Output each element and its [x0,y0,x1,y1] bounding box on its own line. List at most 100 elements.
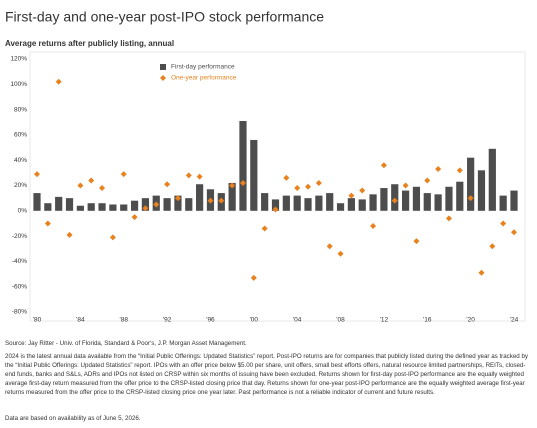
y-tick-label: 40% [14,157,27,164]
diamond [88,177,95,184]
y-tick-label: 20% [14,182,27,189]
bar [163,198,171,211]
legend-label: First-day performance [171,64,235,71]
diamond [153,201,160,208]
bar [250,139,258,211]
bar [130,200,139,211]
legend-label: One-year performance [171,75,237,82]
bar [196,184,204,211]
bar [326,193,334,211]
bar [174,195,182,211]
diamond [326,243,333,250]
bar [141,198,150,211]
x-tick-label: '12 [380,317,389,324]
bar [271,199,280,211]
diamond [272,206,279,213]
plot-frame [29,51,526,322]
bar [55,196,63,211]
diamond [315,179,322,186]
bar [499,195,507,211]
bar [293,195,301,211]
data-note: Data are based on availability as of Jun… [5,415,141,422]
x-tick-label: '92 [163,317,172,324]
x-tick-label: '20 [466,317,475,324]
y-tick-label: 120% [10,56,27,63]
diamond [348,192,355,199]
bar [445,186,453,211]
diamond [370,222,377,229]
x-tick-label: '04 [293,317,302,324]
bar [98,203,106,211]
diamond [55,78,62,85]
bar [65,198,74,211]
bar [76,205,84,211]
bar [109,204,117,211]
diamond [229,182,236,189]
y-tick-label: 100% [10,81,27,88]
diamond [239,179,246,186]
diamond [413,238,420,245]
diamond [294,185,301,192]
diamond [66,231,73,238]
bar [120,204,128,211]
x-tick-label: '88 [119,317,128,324]
bar [477,170,486,211]
diamond [435,166,442,173]
diamond [445,215,452,222]
diamond [380,162,387,169]
y-tick-label: 0% [18,208,28,215]
diamond [34,171,40,178]
diamond [185,172,192,179]
x-tick-label: '08 [336,317,345,324]
x-tick-label: '00 [250,317,259,324]
diamond [478,269,485,276]
diamond [359,187,366,194]
bar [239,120,247,211]
bar [347,198,355,211]
chart: First-day and one-year post-IPO stock pe… [5,9,526,324]
bar [488,148,496,211]
bar [380,188,388,211]
diamond [44,220,51,227]
y-tick-label: -60% [12,283,27,290]
diamond [283,174,290,181]
diamond [131,214,138,221]
bar [369,194,377,211]
y-tick-label: -80% [12,309,27,316]
diamond [261,225,268,232]
bar [336,203,345,211]
diamond [305,183,312,190]
footnote: 2024 is the latest annual data available… [5,353,529,396]
diamond [467,195,474,202]
diamond [109,234,116,241]
bar [358,199,366,211]
diamond [489,243,496,250]
chart-subtitle: Average returns after publicly listing, … [5,39,174,48]
diamond [511,229,517,236]
y-tick-label: 80% [14,106,27,113]
x-tick-label: '16 [423,317,432,324]
diamond [337,250,344,257]
bar [304,198,312,211]
x-tick-label: '96 [206,317,215,324]
x-tick-label: '84 [76,317,85,324]
bar [510,190,518,211]
bar [412,186,421,211]
bar [391,184,399,211]
bar [423,193,431,211]
source: Source: Jay Ritter - Univ. of Florida, S… [5,340,247,347]
diamond [456,167,463,174]
diamond [77,182,84,189]
diamond [164,181,171,188]
bar [456,181,464,211]
x-tick-label: '80 [33,317,42,324]
y-tick-label: -20% [12,233,27,240]
bar [261,193,269,211]
bar [87,203,95,211]
diamond [218,197,225,204]
diamond [196,173,203,180]
x-tick-label: '24 [510,317,519,324]
diamond [142,205,149,212]
bar [185,198,193,211]
